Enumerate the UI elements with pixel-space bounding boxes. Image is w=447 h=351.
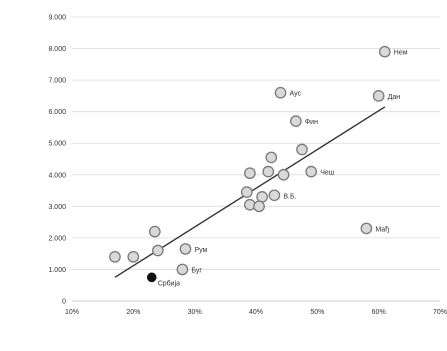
point-label: Фин [305,119,318,126]
point-label: Буг [191,267,202,274]
data-points [109,45,391,283]
y-tick-label: 5.000 [48,141,66,148]
point-label: Нем [394,50,408,57]
y-tick-label: 4.000 [48,172,66,179]
data-point [296,143,308,156]
data-point-highlight [146,272,157,283]
data-point [240,186,253,198]
data-point [253,200,265,213]
point-labels: Нем Дан Ауc Фин Чеш В.Б. Мађ Рум Буг Србија [158,50,408,288]
axes: 0 1.000 2.000 3.000 4.000 5.000 6.000 7.000 8.00… [48,15,447,317]
y-tick-label: 7.000 [48,78,66,85]
x-tick-label: 50% [310,309,324,316]
data-point [274,86,287,99]
data-point [256,191,268,203]
gridlines [72,16,440,270]
point-label: В.Б. [283,193,296,200]
x-tick-label: 20% [126,309,140,316]
y-tick-label: 8.000 [48,46,66,53]
data-point [277,168,290,181]
point-label: Мађ [375,226,389,233]
data-point [148,225,161,238]
x-tick-label: 10% [65,309,79,316]
data-point [378,45,391,58]
data-point [179,243,192,255]
x-tick-label: 60% [372,309,386,316]
y-tick-label: 3.000 [48,204,66,211]
x-tick-label: 70% [433,309,447,316]
point-label: Рум [194,247,207,254]
x-tick-label: 40% [249,309,263,316]
point-label: Чеш [320,170,335,177]
data-point [265,151,278,164]
point-label: Ауc [290,91,302,98]
point-label: Србија [158,279,180,287]
data-point [372,90,385,102]
y-tick-label: 9.000 [48,15,66,22]
x-tick-label: 30% [188,309,202,316]
y-tick-label: 1.000 [48,267,66,274]
data-point [176,263,189,276]
data-point [305,165,318,178]
data-point [127,250,140,263]
data-point [152,244,164,257]
point-label: Дан [388,94,401,101]
y-tick-label: 0 [62,299,66,306]
data-point [268,189,281,202]
data-point [244,167,256,180]
y-tick-label: 2.000 [48,235,66,242]
data-point [109,250,121,263]
data-point [262,165,275,178]
data-point [290,115,302,127]
y-tick-label: 6.000 [48,109,66,116]
data-point [360,222,373,235]
